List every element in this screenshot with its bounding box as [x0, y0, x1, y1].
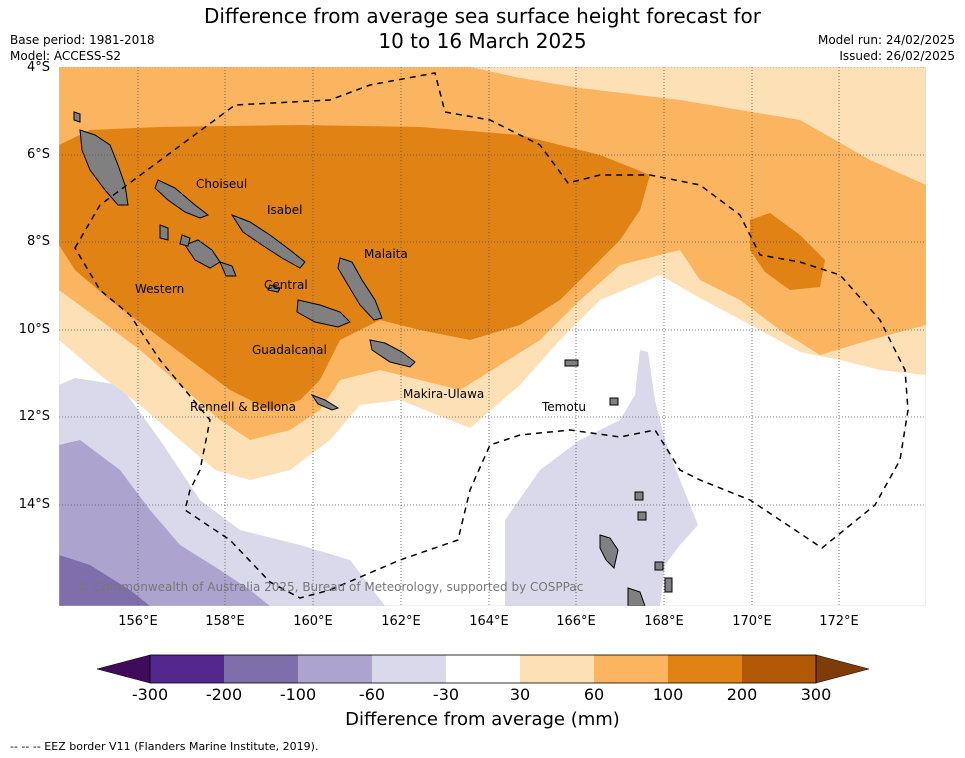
place-label-rennell-bellona: Rennell & Bellona [190, 400, 297, 414]
lon-label: 170°E [732, 614, 772, 629]
lon-label: 156°E [118, 614, 158, 629]
lon-label: 160°E [293, 614, 333, 629]
lon-label: 172°E [819, 614, 859, 629]
place-label-choiseul: Choiseul [196, 177, 248, 191]
colorbar-segment [150, 655, 224, 683]
lon-label: 166°E [556, 614, 596, 629]
meta-right: Model run: 24/02/2025 Issued: 26/02/2025 [818, 32, 955, 64]
makira-island [369, 339, 416, 368]
bougainville-island [79, 129, 129, 206]
place-label-guadalcanal: Guadalcanal [252, 343, 327, 357]
place-label-central: Central [264, 278, 308, 292]
vanuatu-island-2 [627, 587, 646, 606]
eez-border [74, 72, 909, 599]
vanuatu-islet-4 [637, 511, 647, 521]
vanuatu-islet-3 [664, 577, 673, 593]
title-line-2: 10 to 16 March 2025 [378, 29, 587, 53]
colorbar-segment [446, 655, 520, 683]
copyright-notice: © Commonwealth of Australia 2025, Bureau… [78, 580, 584, 594]
western-islet-3 [179, 234, 191, 247]
lat-label: 4°S [26, 60, 50, 75]
lat-label: 10°S [18, 322, 50, 337]
temotu-islet-1 [564, 359, 579, 367]
colorbar-segment [298, 655, 372, 683]
negative-region-vanuatu [505, 350, 698, 606]
colorbar-segment [742, 655, 816, 683]
isabel-island [230, 213, 306, 269]
model-name: Model: ACCESS-S2 [10, 49, 122, 63]
place-label-temotu: Temotu [542, 400, 587, 414]
colorbar-tick: -30 [432, 685, 460, 704]
meta-left: Base period: 1981-2018 Model: ACCESS-S2 [10, 32, 155, 64]
place-label-malaita: Malaita [364, 247, 408, 261]
negative-region-mid-west [59, 440, 270, 606]
vanuatu-islet-2 [654, 561, 664, 571]
colorbar-tick: -200 [205, 685, 243, 704]
base-period: Base period: 1981-2018 [10, 33, 155, 47]
guadalcanal-island [296, 299, 351, 328]
place-label-makira-ulawa: Makira-Ulawa [403, 387, 485, 401]
vanuatu-islet-1 [634, 491, 644, 501]
colorbar-tick: -60 [358, 685, 386, 704]
lat-label: 8°S [26, 234, 50, 249]
vanuatu-island-1 [599, 534, 619, 569]
central-islet [267, 284, 281, 293]
model-run: Model run: 24/02/2025 [817, 33, 955, 47]
colorbar-segment [372, 655, 446, 683]
colorbar [96, 654, 870, 684]
negative-region-dark-west [59, 555, 150, 606]
colorbar-tick: 200 [726, 685, 758, 704]
title-line-1: Difference from average sea surface heig… [203, 4, 762, 28]
lat-label: 6°S [26, 147, 50, 162]
lon-label: 164°E [469, 614, 509, 629]
positive-region-100-200-east [750, 213, 825, 290]
colorbar-tick: 30 [509, 685, 531, 704]
colorbar-segment [224, 655, 298, 683]
colorbar-tick: -100 [279, 685, 317, 704]
colorbar-title: Difference from average (mm) [345, 709, 620, 730]
temotu-islet-2 [609, 397, 619, 406]
colorbar-extend-low [96, 654, 151, 684]
bougainville-islet [73, 111, 81, 123]
lon-label: 168°E [644, 614, 684, 629]
graticule [59, 67, 926, 606]
land-masses [73, 111, 673, 606]
colorbar-tick: 100 [652, 685, 684, 704]
colorbar-extend-high [815, 654, 870, 684]
sea-height-map [59, 67, 926, 606]
rennell-island [310, 393, 340, 411]
western-islet-1 [159, 224, 169, 241]
lon-label: 158°E [205, 614, 245, 629]
place-label-western: Western [135, 282, 185, 296]
place-label-isabel: Isabel [267, 203, 303, 217]
colorbar-segment [668, 655, 742, 683]
colorbar-tick: 300 [800, 685, 832, 704]
malaita-island [337, 257, 383, 321]
western-islet-2 [219, 261, 237, 277]
choiseul-island [154, 179, 210, 219]
colorbar-segment [594, 655, 668, 683]
lon-label: 162°E [381, 614, 421, 629]
lat-label: 14°S [18, 497, 50, 512]
eez-footnote: -- -- -- EEZ border V11 (Flanders Marine… [10, 740, 319, 753]
map-title: Difference from average sea surface heig… [0, 4, 965, 54]
colorbar-tick: -300 [131, 685, 169, 704]
colorbar-segment [520, 655, 594, 683]
lat-label: 12°S [18, 409, 50, 424]
issued-date: Issued: 26/02/2025 [839, 49, 955, 63]
colorbar-tick: 60 [583, 685, 605, 704]
